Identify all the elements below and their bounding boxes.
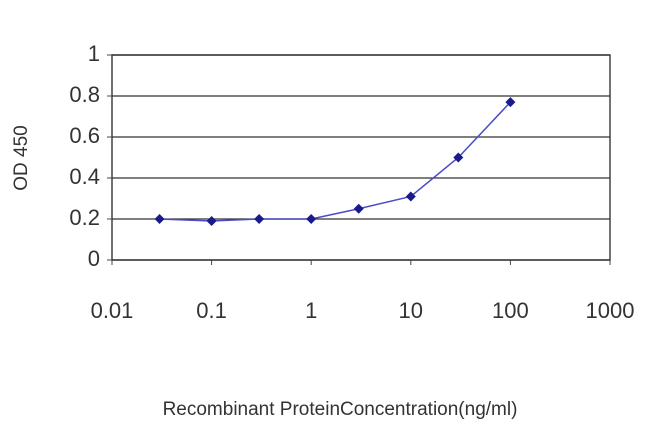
y-tick-label: 0.6 [69,123,100,148]
y-tick-label: 0 [88,246,100,271]
data-point [254,214,265,224]
x-tick-label: 0.1 [196,298,227,323]
data-point [405,191,416,202]
data-point [306,214,317,224]
data-point [505,97,516,108]
plot-area [111,54,611,261]
y-tick-label: 1 [88,41,100,66]
y-tick-label: 0.8 [69,82,100,107]
data-point [154,214,165,224]
data-point [453,152,464,163]
data-point [206,216,217,227]
y-tick-label: 0.4 [69,164,100,189]
data-line [159,101,511,222]
x-tick-label: 1000 [586,298,635,323]
y-axis-label: OD 450 [11,125,32,190]
x-tick-label: 10 [399,298,423,323]
x-tick-label: 100 [492,298,529,323]
x-tick-label: 0.01 [91,298,134,323]
data-point [353,203,364,214]
x-tick-label: 1 [305,298,317,323]
x-axis-label: Recombinant ProteinConcentration(ng/ml) [163,399,518,420]
y-tick-label: 0.2 [69,205,100,230]
